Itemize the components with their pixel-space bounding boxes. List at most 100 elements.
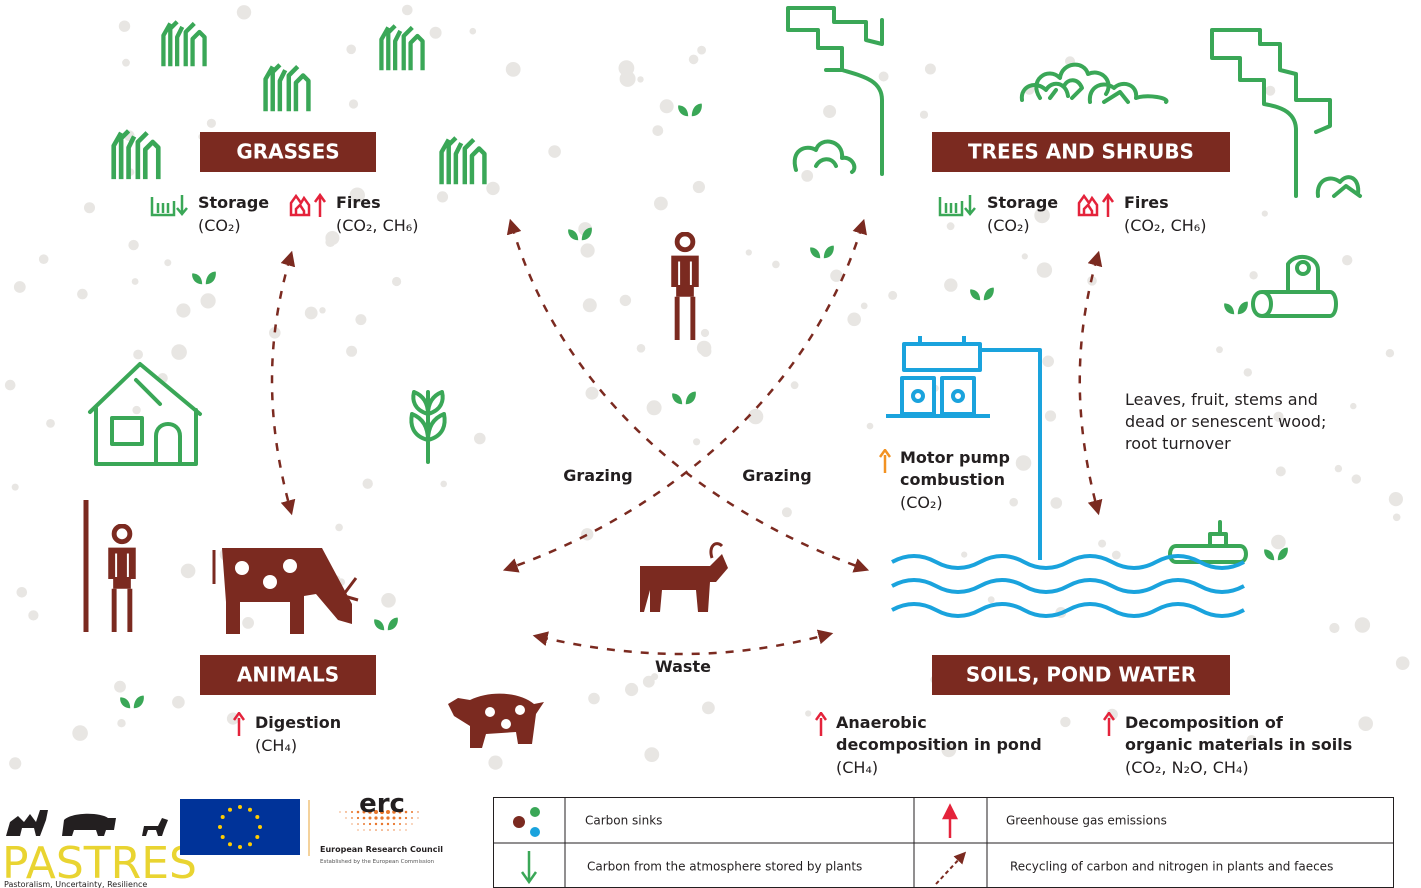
- dot: [381, 593, 396, 608]
- circle-shape: [235, 561, 249, 575]
- circle-shape: [913, 391, 923, 401]
- use-shape: [163, 22, 204, 67]
- dot: [1051, 497, 1063, 509]
- dot: [1060, 717, 1070, 727]
- circle-shape: [530, 827, 540, 837]
- dot: [181, 564, 196, 579]
- dot: [440, 481, 447, 488]
- pond-icon: [892, 556, 1244, 616]
- erc-dot: [345, 811, 346, 812]
- use-shape: [374, 618, 398, 631]
- path-shape: [1318, 177, 1360, 196]
- use-shape: [192, 272, 216, 285]
- dot: [305, 307, 318, 320]
- dot: [586, 387, 599, 400]
- plant-icon: [411, 392, 444, 462]
- background-dots: [5, 5, 1410, 770]
- dot: [581, 528, 593, 540]
- gas: (CO₂, CH₆): [1124, 216, 1206, 235]
- dot: [355, 314, 366, 325]
- dot: [1335, 465, 1342, 472]
- dot: [861, 303, 868, 310]
- dot: [652, 125, 663, 136]
- star: [238, 845, 242, 849]
- erc-dot: [393, 829, 394, 830]
- erc-dot: [387, 829, 389, 831]
- erc-dot: [363, 823, 365, 825]
- erc-dot: [369, 823, 371, 825]
- dot: [39, 254, 49, 264]
- logo-tagline: Pastoralism, Uncertainty, Resilience: [4, 880, 147, 888]
- dot: [782, 507, 792, 517]
- dot: [1393, 514, 1401, 522]
- star: [228, 808, 232, 812]
- dot: [14, 281, 26, 293]
- circle-shape: [515, 705, 525, 715]
- dot: [28, 610, 38, 620]
- litter-text: root turnover: [1125, 434, 1231, 453]
- section-title: GRASSES: [236, 140, 339, 164]
- erc-dot: [351, 811, 353, 813]
- label: Decomposition of: [1125, 713, 1284, 732]
- dot: [1350, 403, 1356, 409]
- dot: [176, 303, 190, 317]
- herder-icon: [108, 526, 135, 632]
- circle-shape: [530, 807, 540, 817]
- dot: [77, 289, 88, 300]
- erc-dot: [369, 829, 370, 830]
- dot: [363, 479, 373, 489]
- circle-shape: [953, 391, 963, 401]
- dot: [201, 293, 216, 308]
- use-shape: [266, 65, 309, 111]
- dot: [506, 62, 521, 77]
- dot: [346, 346, 357, 357]
- gas: (CH₄): [836, 758, 878, 777]
- erc-dot: [399, 829, 400, 830]
- dot: [637, 76, 643, 82]
- label: combustion: [900, 470, 1005, 489]
- dot: [1262, 211, 1268, 217]
- path-shape: [1036, 65, 1108, 98]
- circle-shape: [263, 575, 277, 589]
- erc-dot: [351, 817, 353, 819]
- use-shape: [1264, 548, 1288, 561]
- dot: [654, 197, 668, 211]
- erc-dot: [405, 811, 408, 814]
- litter-text: dead or senescent wood;: [1125, 412, 1326, 431]
- dot: [920, 111, 928, 119]
- dot: [132, 406, 140, 414]
- gas: (CH₄): [255, 736, 297, 755]
- erc-dot: [351, 823, 352, 824]
- dot: [172, 696, 185, 709]
- pastres-logo: PASTRES Pastoralism, Uncertainty, Resili…: [2, 810, 197, 888]
- use-shape: [1224, 302, 1248, 315]
- storage-icon: [940, 195, 975, 215]
- dot: [128, 240, 138, 250]
- dot: [801, 170, 813, 182]
- dot: [319, 307, 325, 313]
- use-shape: [970, 288, 994, 301]
- dot: [132, 278, 139, 285]
- dot: [1386, 349, 1394, 357]
- flow-label: Waste: [655, 657, 711, 676]
- dot: [791, 381, 799, 389]
- legend: Carbon sinks Greenhouse gas emissions Ca…: [493, 797, 1394, 888]
- dot: [72, 725, 88, 741]
- dot: [1022, 253, 1028, 259]
- dot: [588, 693, 600, 705]
- erc-dot: [345, 817, 346, 818]
- dot: [1265, 86, 1275, 96]
- section-title: TREES AND SHRUBS: [968, 140, 1194, 164]
- path-shape: [892, 604, 1244, 616]
- dot: [988, 596, 995, 603]
- dot: [430, 27, 442, 39]
- dot: [748, 409, 763, 424]
- path-shape: [90, 364, 200, 464]
- path-shape: [1090, 84, 1167, 102]
- label: Storage: [198, 193, 269, 212]
- erc-dot: [405, 817, 407, 819]
- dot: [660, 99, 674, 113]
- dot: [583, 298, 597, 312]
- erc-dot: [387, 823, 389, 825]
- dot: [847, 313, 861, 327]
